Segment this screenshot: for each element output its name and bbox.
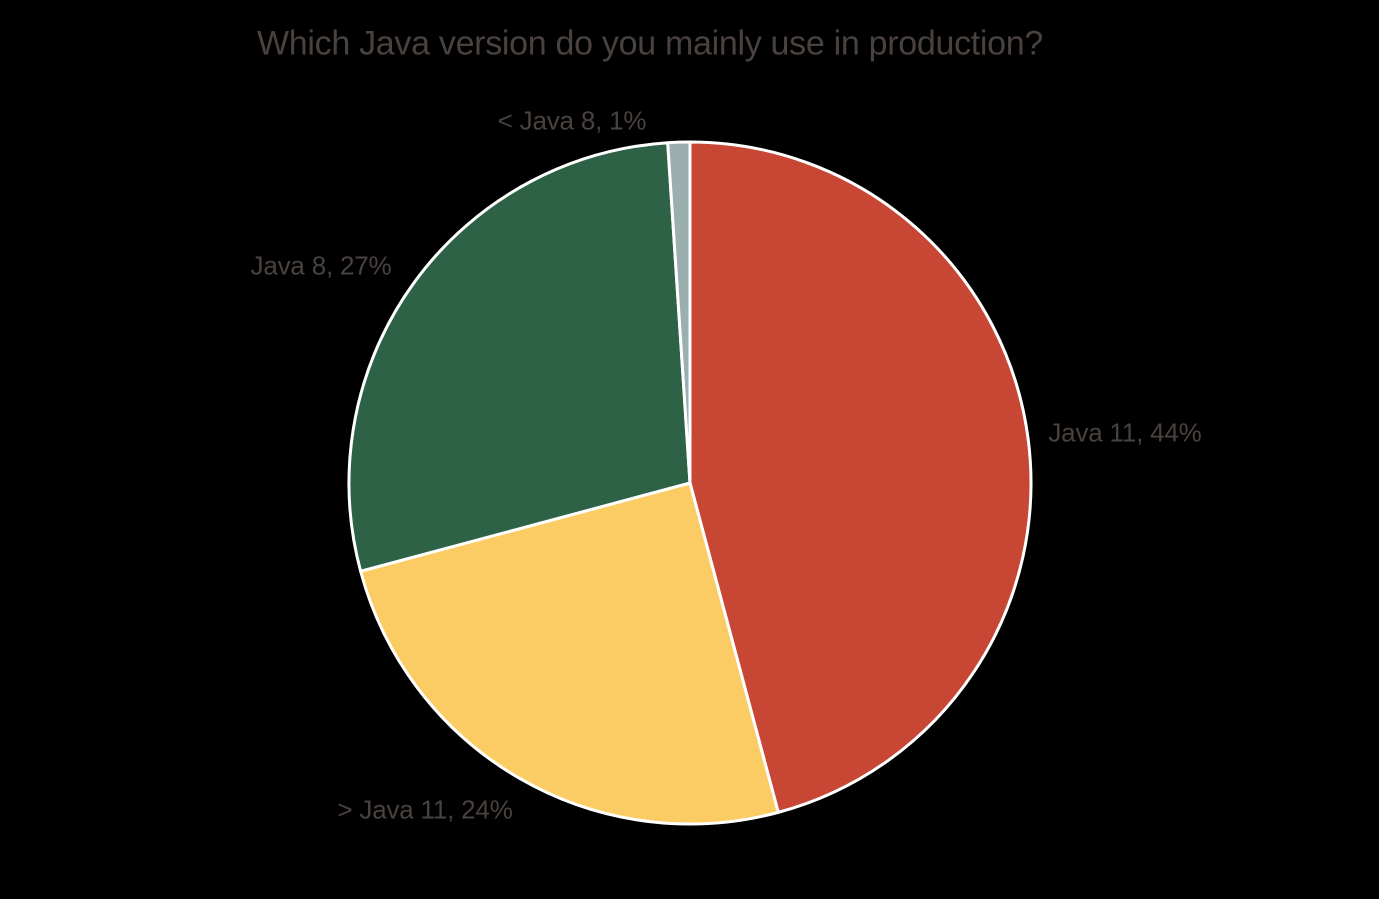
- pie-slice-java-8: [666, 140, 692, 485]
- pie-slice-java-11: [688, 140, 1033, 814]
- chart-title: Which Java version do you mainly use in …: [256, 24, 1044, 63]
- slice-label-gt-java-11: > Java 11, 24%: [337, 794, 513, 825]
- slice-label-java-8: Java 8, 27%: [250, 250, 392, 281]
- slice-label-java-11: Java 11, 44%: [1048, 417, 1202, 448]
- pie-slice-java-8: [347, 141, 692, 573]
- pie-slice-java-11: [359, 481, 780, 826]
- slice-label-lt-java-8: < Java 8, 1%: [497, 105, 647, 136]
